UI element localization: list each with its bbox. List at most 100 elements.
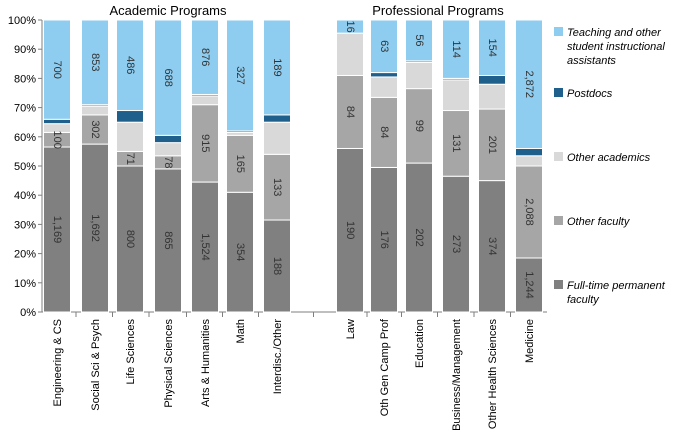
data-label: 800 (124, 230, 136, 248)
bar-segment (515, 155, 543, 167)
bar-segment (154, 168, 182, 313)
bar-segment (405, 88, 433, 164)
data-label: 188 (271, 257, 283, 275)
data-label: 853 (89, 53, 101, 71)
data-label: 374 (486, 237, 498, 255)
data-labels: 1,169 100 700 1,692 302 853 800 71 486 865 78 688 1,… (51, 20, 535, 298)
y-tick-label: 40% (14, 190, 36, 202)
y-tick-label: 100% (8, 15, 36, 27)
bar-segment (116, 19, 144, 112)
category-label: Physical Sciences (163, 319, 175, 408)
bar-segment (478, 180, 506, 313)
bar-segment (263, 121, 291, 155)
legend-label: Other academics (567, 152, 651, 164)
bar-segment (116, 165, 144, 313)
bar-segment (154, 134, 182, 144)
data-label: 915 (199, 134, 211, 152)
y-tick-label: 70% (14, 103, 36, 115)
legend-label: Other faculty (567, 216, 631, 228)
data-label: 78 (162, 156, 174, 168)
bar-segment (43, 118, 71, 125)
data-label: 71 (124, 153, 136, 165)
bar-segment (116, 121, 144, 152)
category-label: Business/Management (451, 319, 463, 431)
data-label: 1,524 (199, 233, 211, 261)
data-label: 688 (162, 68, 174, 86)
category-label: Interdisc./Other (272, 319, 284, 395)
legend-swatch (554, 152, 563, 161)
legend-label: Teaching and other (567, 27, 662, 39)
y-tick-label: 90% (14, 44, 36, 56)
legend-swatch (554, 27, 563, 36)
bar-segment (226, 19, 254, 132)
bar-segment (478, 74, 506, 85)
data-label: 99 (413, 120, 425, 132)
data-label: 133 (271, 178, 283, 196)
bar-segment (515, 147, 543, 157)
bar-segment (405, 162, 433, 313)
data-label: 201 (486, 136, 498, 154)
bar-segment (478, 108, 506, 182)
category-label: Arts & Humanities (200, 319, 212, 408)
bar-segment (336, 74, 364, 149)
category-label: Math (235, 319, 247, 343)
data-label: 273 (450, 235, 462, 253)
bar-segment (81, 105, 109, 116)
data-label: 876 (199, 48, 211, 66)
y-tick-label: 80% (14, 73, 36, 85)
data-label: 865 (162, 231, 174, 249)
y-tick-label: 20% (14, 249, 36, 261)
category-label: Education (414, 319, 426, 368)
axes: 0% 10% 20% 30% 40% 50% 60% 70% 80% 90% 100% (8, 15, 547, 319)
legend-swatch (554, 88, 563, 97)
bar-segment (191, 181, 219, 313)
bar-segment (515, 19, 543, 149)
legend-label: assistants (567, 55, 616, 67)
category-label: Law (345, 319, 357, 339)
y-tick-label: 0% (20, 307, 36, 319)
bar-segment (405, 61, 433, 90)
category-label: Medicine (524, 319, 536, 363)
legend: Teaching and other student instructional a… (554, 27, 666, 306)
bar-segment (43, 146, 71, 313)
data-label: 114 (450, 40, 462, 58)
data-label: 154 (486, 39, 498, 57)
data-label: 700 (51, 60, 63, 78)
legend-label: faculty (567, 294, 600, 306)
bar-segment (336, 19, 364, 34)
bar-segment (370, 72, 398, 78)
legend-label: Full-time permanent (567, 280, 666, 292)
data-label: 56 (413, 34, 425, 46)
y-tick-label: 30% (14, 219, 36, 231)
legend-label: student instructional (567, 41, 665, 53)
bar-segment (370, 166, 398, 313)
category-label: Oth Gen Camp Prof (379, 318, 391, 416)
bar-segment (263, 114, 291, 123)
bar-segment (81, 19, 109, 106)
bar-segment (226, 134, 254, 193)
category-label: Social Sci & Psych (90, 319, 102, 411)
bar-segment (336, 32, 364, 76)
data-label: 165 (234, 155, 246, 173)
category-label: Life Sciences (125, 319, 137, 385)
data-label: 302 (89, 120, 101, 138)
bar-segment (191, 19, 219, 95)
data-label: 190 (344, 221, 356, 239)
bar-segment (81, 143, 109, 313)
group-title: Professional Programs (372, 3, 504, 18)
category-label: Engineering & CS (52, 319, 64, 406)
bar-segment (478, 19, 506, 76)
bar-segment (263, 219, 291, 313)
legend-label: Postdocs (567, 88, 613, 100)
bar-segment (405, 19, 433, 62)
data-label: 100 (51, 131, 63, 149)
bar-segment (515, 257, 543, 313)
bar-segment (154, 142, 182, 157)
bar-segment (191, 95, 219, 106)
y-tick-label: 10% (14, 278, 36, 290)
bar-segment (442, 175, 470, 313)
data-label: 16 (344, 20, 356, 32)
data-label: 486 (124, 56, 136, 74)
category-labels: Engineering & CS Social Sci & Psych Life S… (52, 318, 536, 431)
